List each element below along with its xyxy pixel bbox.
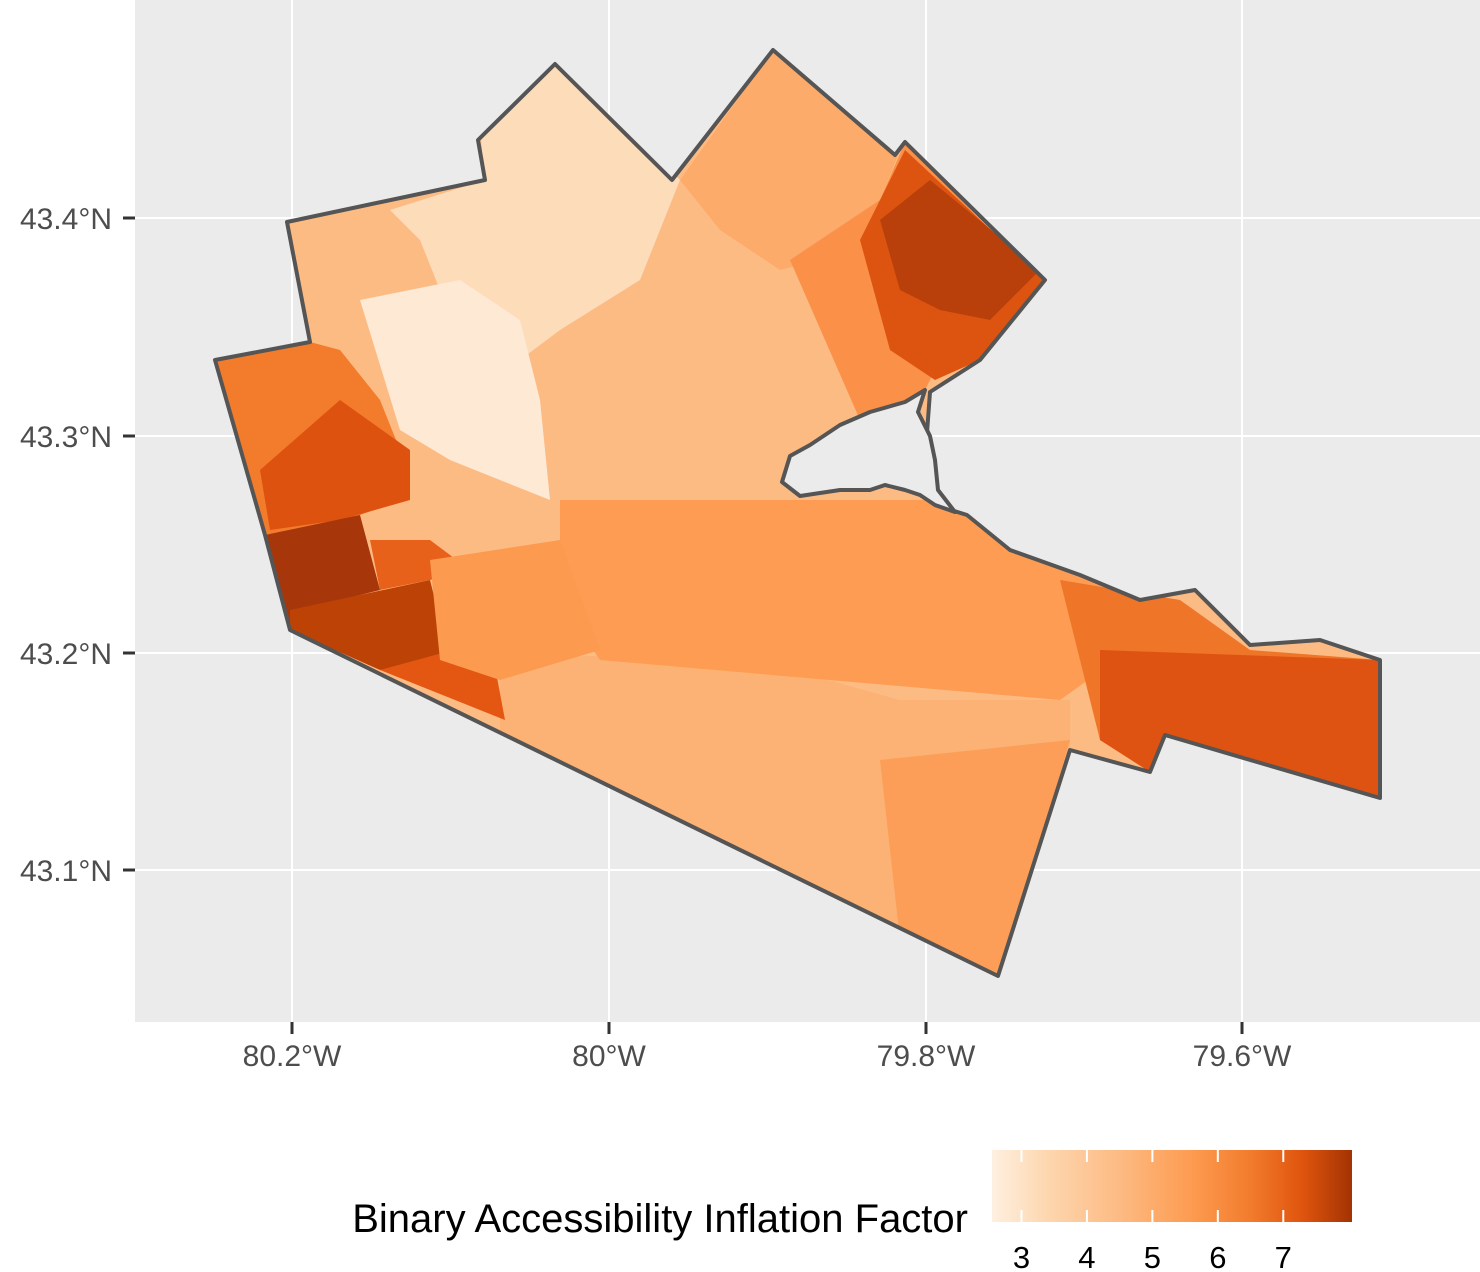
zone-burlington-dark [880,180,1040,320]
zone-dundas-lightest [360,280,550,500]
zone-ancaster [430,540,600,680]
x-label-80-0: 80°W [572,1040,646,1073]
zone-southwest-darkest [265,515,380,630]
y-axis-ticks [123,216,135,872]
legend-colorbar [992,1150,1352,1222]
zone-north-upper [680,50,900,270]
x-axis-labels: 80.2°W 80°W 79.8°W 79.6°W [243,1040,1292,1073]
x-axis-ticks [290,1022,1244,1034]
legend-tick-label: 3 [1013,1240,1030,1272]
zone-glanbrook [880,740,1070,976]
zone-west-mid [370,540,470,590]
zone-lower-city [560,500,1130,700]
harbour-water [780,388,957,514]
y-axis-labels: 43.4°N 43.3°N 43.2°N 43.1°N [20,203,112,888]
zone-west-dark [260,400,410,530]
zone-east-dark [1100,650,1380,798]
region-outline [213,48,1382,978]
x-label-79-8: 79.8°W [877,1040,976,1073]
y-label-43-2: 43.2°N [20,638,112,671]
x-label-80-2: 80.2°W [243,1040,342,1073]
x-label-79-6: 79.6°W [1193,1040,1292,1073]
legend-tick-label: 5 [1144,1240,1161,1272]
legend-tick-label: 6 [1209,1240,1226,1272]
legend-title: Binary Accessibility Inflation Factor [352,1197,968,1241]
legend: Binary Accessibility Inflation Factor 3 4… [352,1150,1352,1272]
y-label-43-1: 43.1°N [20,855,112,888]
zone-upper-central [560,260,860,500]
y-label-43-4: 43.4°N [20,203,112,236]
y-label-43-3: 43.3°N [20,421,112,454]
legend-ticks: 3 4 5 6 7 [1013,1150,1292,1272]
legend-tick-label: 4 [1078,1240,1095,1272]
legend-tick-label: 7 [1275,1240,1292,1272]
